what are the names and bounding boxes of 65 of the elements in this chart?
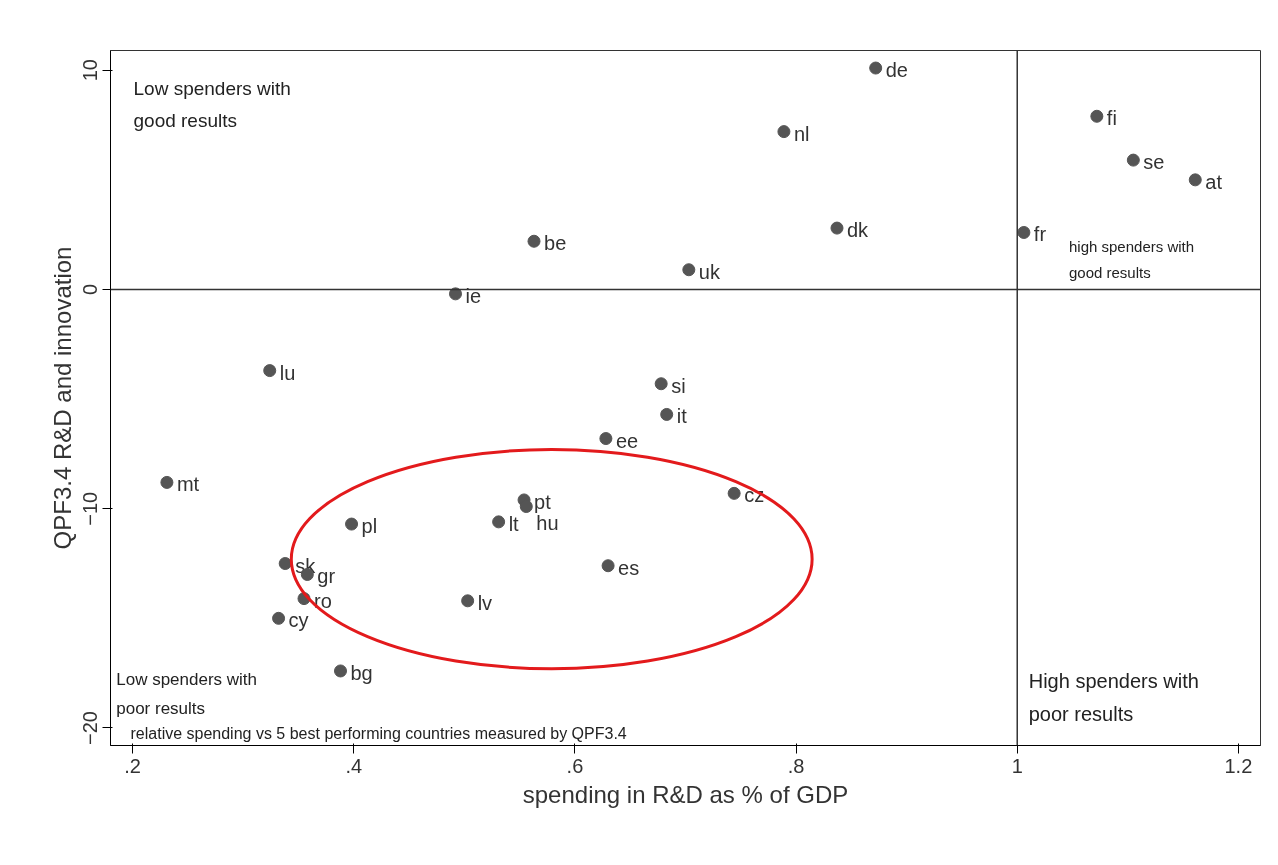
series-label: fi — [1106, 107, 1117, 130]
y-tick-label: −20 — [79, 710, 102, 745]
point — [1188, 173, 1202, 187]
point — [599, 432, 613, 446]
series-label: de — [885, 59, 908, 82]
point — [278, 557, 292, 571]
point — [654, 377, 668, 391]
series-label: fr — [1033, 223, 1047, 246]
point — [727, 486, 741, 500]
series-label: ee — [615, 429, 639, 452]
annotation: Low spenders with poor results — [116, 670, 258, 718]
annotation: High spenders with poor results — [1028, 669, 1199, 725]
series-label: si — [671, 374, 686, 397]
annotation: high spenders with good results — [1068, 238, 1195, 281]
series-label: uk — [698, 260, 721, 283]
series-label: bg — [350, 661, 373, 684]
series-label: lv — [477, 591, 493, 614]
series-label: ie — [465, 284, 482, 307]
series-label: mt — [176, 473, 200, 496]
series-label: be — [544, 232, 567, 255]
series-label: pl — [361, 515, 378, 538]
y-tick-label: −10 — [79, 491, 102, 526]
point — [1017, 225, 1031, 239]
point — [492, 515, 506, 529]
point — [777, 125, 791, 139]
point — [263, 364, 277, 378]
series-label: dk — [846, 219, 870, 242]
series-label: gr — [317, 565, 336, 588]
annotation: relative spending vs 5 best performing countries measured by QPF3.4 — [130, 724, 627, 742]
x-tick-label: 1.2 — [1224, 754, 1253, 777]
point — [519, 500, 533, 514]
point — [461, 594, 475, 608]
x-axis-title: spending in R&D as % of GDP — [522, 780, 849, 808]
x-tick-label: 1 — [1011, 754, 1023, 777]
point — [345, 517, 359, 531]
point — [527, 234, 541, 248]
series-label: es — [618, 556, 640, 579]
point — [601, 559, 615, 573]
x-tick-label: .2 — [124, 754, 141, 777]
y-axis-title: QPF3.4 R&D and innovation — [48, 246, 76, 550]
x-tick-label: .8 — [787, 754, 805, 777]
series-label: lt — [508, 512, 520, 535]
point — [660, 407, 674, 421]
y-tick-label: 0 — [79, 283, 102, 296]
series-label: se — [1143, 151, 1165, 174]
point — [830, 221, 844, 235]
point — [1090, 109, 1104, 123]
point — [1126, 153, 1140, 167]
y-tick-label: 10 — [79, 59, 102, 82]
x-tick-label: .6 — [566, 754, 584, 777]
point — [160, 475, 174, 489]
point — [334, 664, 347, 678]
point — [682, 263, 696, 277]
x-tick-label: .4 — [345, 754, 363, 777]
series-label: at — [1205, 170, 1223, 193]
series-label: pt — [534, 490, 552, 513]
series-label: lu — [279, 361, 296, 384]
series-label: it — [676, 405, 688, 428]
point — [869, 61, 883, 75]
series-label: cy — [288, 609, 309, 632]
point — [449, 287, 462, 301]
annotation: Low spenders with good results — [133, 78, 291, 131]
series-label: hu — [536, 511, 559, 534]
point — [272, 611, 286, 625]
series-label: nl — [793, 122, 810, 145]
